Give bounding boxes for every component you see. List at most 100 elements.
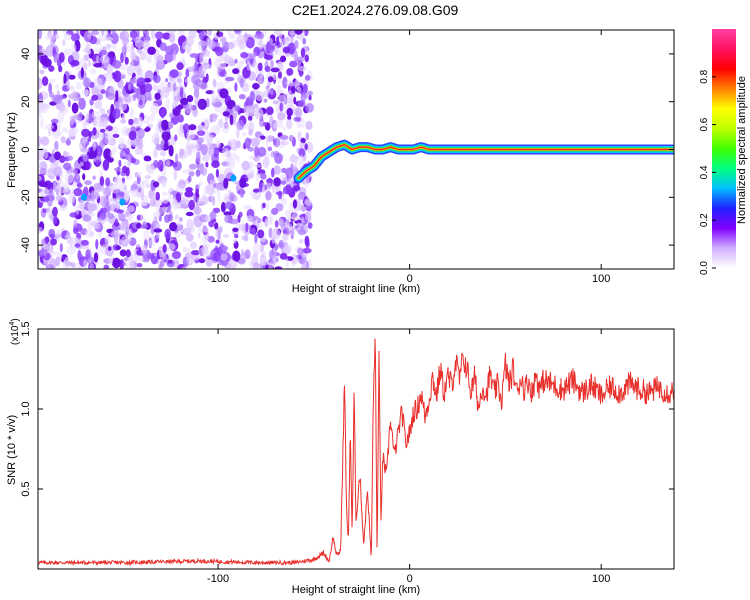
noise-blob [164,52,174,63]
noise-blob [61,127,69,134]
noise-blob [82,153,88,162]
noise-blob [197,130,206,136]
noise-blob [297,130,302,142]
noise-blob [275,101,279,114]
noise-blob [66,85,75,90]
noise-blob [156,207,165,216]
noise-blob [229,192,235,202]
noise-blob [181,203,187,209]
noise-blob [290,86,296,94]
noise-blob [234,234,239,239]
noise-blob [195,55,199,63]
noise-blob [232,68,240,75]
top-y-tick-label: 20 [20,96,32,108]
noise-blob [129,107,135,119]
noise-blob [161,198,169,204]
noise-blob [298,239,304,244]
noise-blob [257,229,265,239]
noise-blob [230,138,235,143]
noise-blob [187,175,192,183]
colorbar-tick-label: 0.2 [699,213,710,227]
noise-blob [152,83,156,90]
noise-blob [111,257,121,269]
noise-blob [38,243,46,248]
noise-blob [271,167,275,178]
noise-blob [288,134,294,142]
noise-blob [298,148,306,158]
noise-blob [77,250,82,261]
noise-blob [165,45,175,55]
noise-blob [153,148,158,159]
noise-blob [191,144,196,149]
noise-blob [256,217,262,224]
noise-blob [113,70,122,83]
noise-blob [103,264,110,269]
noise-blob [192,84,198,90]
noise-blob [245,222,249,233]
noise-blob [253,163,262,168]
noise-blob [273,122,278,129]
top-x-tick-label: 100 [592,273,610,285]
noise-blob [305,212,311,221]
noise-blob [257,76,263,84]
noise-blob [42,58,52,67]
noise-blob [168,32,176,44]
noise-blob [186,130,195,141]
noise-blob [278,218,284,225]
noise-blob [136,47,143,54]
noise-blob [166,243,176,251]
noise-blob [297,65,307,72]
noise-blob [229,260,238,269]
noise-blob [254,233,258,244]
noise-blob [242,223,246,234]
noise-blob [223,195,231,203]
noise-blob [44,123,54,130]
noise-blob [78,199,86,209]
noise-blob [189,241,198,249]
noise-blob [136,116,143,128]
noise-blob [112,108,121,119]
noise-blob [38,162,42,168]
bottom-y-tick-label: 1.5 [20,321,32,336]
noise-blob [300,47,306,58]
noise-blob [116,209,124,214]
noise-blob [300,137,306,144]
noise-blob [215,239,220,244]
noise-blob [95,159,101,166]
colorbar-bar [712,29,736,268]
noise-blob [167,259,173,264]
noise-blob [58,65,63,73]
noise-blob [184,78,191,83]
noise-blob [202,58,209,70]
noise-blob [257,62,263,72]
noise-blob [244,249,251,260]
noise-blob [259,117,264,128]
noise-blob [297,229,306,236]
noise-blob [293,50,298,61]
noise-blob [38,226,43,233]
noise-blob [282,229,288,235]
noise-blob [184,190,194,198]
noise-blob [254,107,264,120]
noise-blob [215,47,224,57]
noise-blob [50,238,57,246]
noise-blob [44,236,50,244]
noise-blob [143,155,152,161]
noise-blob [69,115,75,123]
noise-blob [205,183,215,195]
noise-blob [213,147,220,158]
noise-blob [252,82,260,90]
noise-blob [223,177,229,189]
top-y-tick-label: -40 [20,237,32,253]
noise-blob [282,46,291,54]
noise-blob [83,259,88,269]
noise-blob [216,69,220,79]
noise-blob [193,87,200,99]
noise-blob [58,52,65,63]
noise-blob [277,84,282,94]
noise-blob [112,133,120,138]
noise-blob [66,137,70,146]
noise-blob [63,162,72,171]
noise-blob [241,131,247,136]
